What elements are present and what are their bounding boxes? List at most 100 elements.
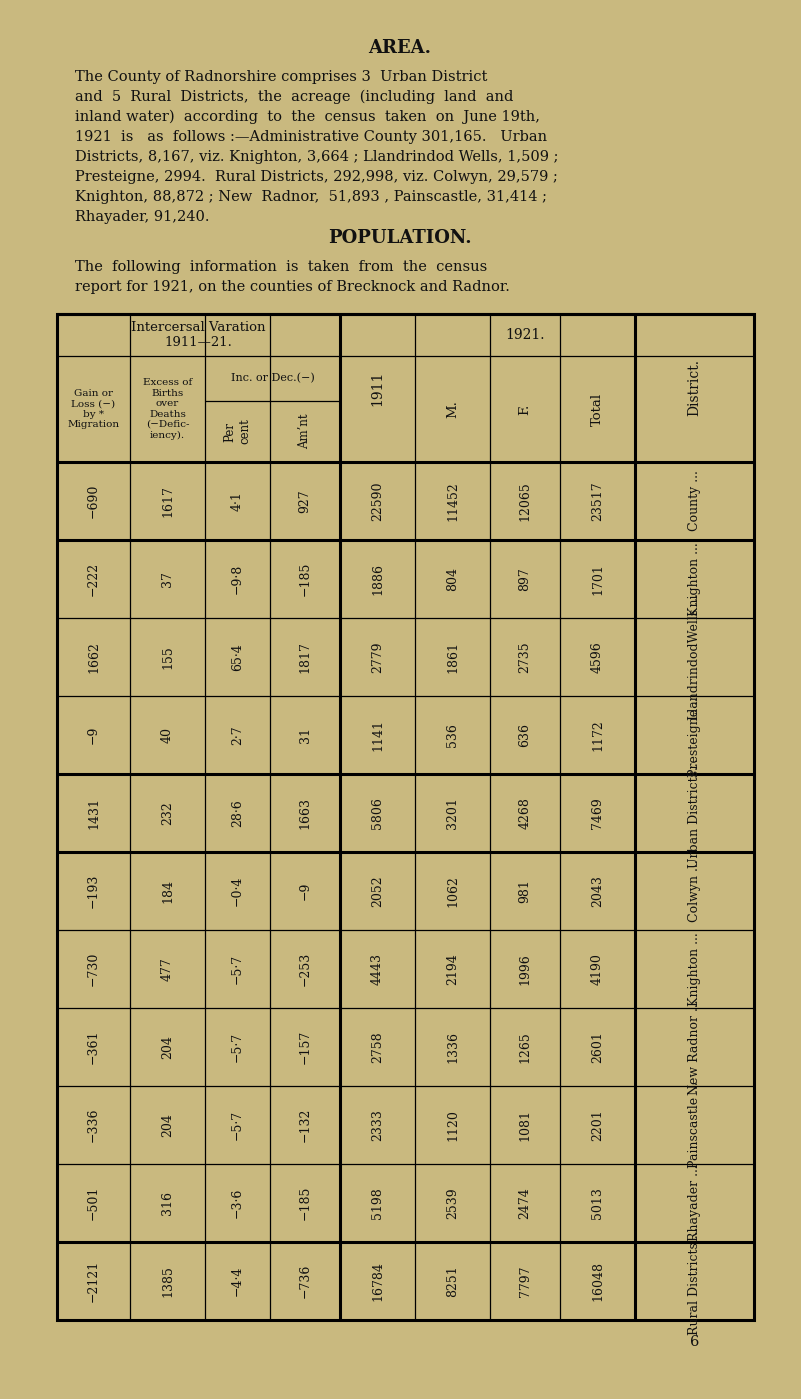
Text: 16784: 16784 [371,1260,384,1301]
Text: 1817: 1817 [299,641,312,673]
Text: 2333: 2333 [371,1109,384,1142]
Text: 2601: 2601 [591,1031,604,1063]
Text: 1172: 1172 [591,719,604,751]
Text: Urban Districts...: Urban Districts... [688,758,701,867]
Text: 4190: 4190 [591,953,604,985]
Text: 8251: 8251 [446,1265,459,1297]
Text: 5198: 5198 [371,1188,384,1219]
Text: 1431: 1431 [87,797,100,830]
Text: and  5  Rural  Districts,  the  acreage  (including  land  and: and 5 Rural Districts, the acreage (incl… [75,90,513,105]
Text: Knighton ...: Knighton ... [688,932,701,1006]
Text: 5806: 5806 [371,797,384,830]
Text: 22590: 22590 [371,481,384,520]
Text: AREA.: AREA. [368,39,432,57]
Text: −222: −222 [87,562,100,596]
Text: 4268: 4268 [518,797,532,830]
Text: −2121: −2121 [87,1260,100,1302]
Text: 1996: 1996 [518,953,532,985]
Text: 1120: 1120 [446,1109,459,1142]
Text: 2·7: 2·7 [231,725,244,744]
Text: −9: −9 [87,726,100,744]
Text: 1081: 1081 [518,1109,532,1142]
Text: −730: −730 [87,951,100,986]
Text: −9·8: −9·8 [231,564,244,595]
Text: Districts, 8,167, viz. Knighton, 3,664 ; Llandrindod Wells, 1,509 ;: Districts, 8,167, viz. Knighton, 3,664 ;… [75,150,558,164]
Text: District.: District. [687,360,702,417]
Text: −5·7: −5·7 [231,1032,244,1062]
Text: 1921.: 1921. [505,327,545,341]
Text: 4·1: 4·1 [231,491,244,511]
Text: 1911: 1911 [371,371,384,406]
Text: −4·4: −4·4 [231,1266,244,1297]
Text: Colwyn ...: Colwyn ... [688,860,701,922]
Text: The County of Radnorshire comprises 3  Urban District: The County of Radnorshire comprises 3 Ur… [75,70,487,84]
Text: Rhayader, 91,240.: Rhayader, 91,240. [75,210,210,224]
Text: M.: M. [446,400,459,418]
Text: 927: 927 [299,490,312,513]
Text: 204: 204 [161,1114,174,1137]
Text: 28·6: 28·6 [231,799,244,827]
Text: −336: −336 [87,1108,100,1142]
Text: −3·6: −3·6 [231,1188,244,1219]
Text: 2194: 2194 [446,953,459,985]
Text: 1336: 1336 [446,1031,459,1063]
Text: inland water)  according  to  the  census  taken  on  June 19th,: inland water) according to the census ta… [75,111,540,125]
Text: 1265: 1265 [518,1031,532,1063]
Text: 636: 636 [518,723,532,747]
Text: 981: 981 [518,879,532,902]
Text: 2474: 2474 [518,1188,532,1219]
Text: F.: F. [518,403,532,414]
Text: 40: 40 [161,727,174,743]
Text: −690: −690 [87,484,100,518]
Text: Rhayader ...: Rhayader ... [688,1164,701,1241]
Text: −5·7: −5·7 [231,1109,244,1140]
Text: 11452: 11452 [446,481,459,520]
Text: 316: 316 [161,1191,174,1214]
Text: −193: −193 [87,874,100,908]
Text: 2779: 2779 [371,641,384,673]
Text: 204: 204 [161,1035,174,1059]
Text: 1385: 1385 [161,1265,174,1297]
Text: 65·4: 65·4 [231,644,244,672]
Text: Rural Districts ...: Rural Districts ... [688,1227,701,1335]
Text: 2735: 2735 [518,641,532,673]
Text: 2043: 2043 [591,874,604,907]
Text: 23517: 23517 [591,481,604,520]
Text: LlandrindodWells ...: LlandrindodWells ... [688,593,701,720]
Text: 1861: 1861 [446,641,459,673]
Text: 536: 536 [446,723,459,747]
Text: −5·7: −5·7 [231,954,244,983]
Text: −157: −157 [299,1030,312,1065]
Text: Intercersal Varation
1911—21.: Intercersal Varation 1911—21. [131,320,266,348]
Text: 31: 31 [299,727,312,743]
Text: POPULATION.: POPULATION. [328,229,472,248]
Text: −132: −132 [299,1108,312,1142]
Text: Presteigne, 2994.  Rural Districts, 292,998, viz. Colwyn, 29,579 ;: Presteigne, 2994. Rural Districts, 292,9… [75,171,557,185]
Text: 2758: 2758 [371,1031,384,1063]
Text: 1886: 1886 [371,562,384,595]
Text: Knighton ...: Knighton ... [688,543,701,616]
Text: −9: −9 [299,881,312,900]
Text: 1141: 1141 [371,719,384,751]
Text: −501: −501 [87,1186,100,1220]
Text: Per
cent: Per cent [223,418,252,445]
Text: 1663: 1663 [299,797,312,830]
Text: 7797: 7797 [518,1265,532,1297]
Text: Total: Total [591,393,604,425]
Text: 897: 897 [518,567,532,590]
Text: 155: 155 [161,645,174,669]
Text: −0·4: −0·4 [231,876,244,907]
Text: Am’nt: Am’nt [299,414,312,449]
Text: Inc. or Dec.(−): Inc. or Dec.(−) [231,374,314,383]
Text: 7469: 7469 [591,797,604,828]
Text: Knighton, 88,872 ; New  Radnor,  51,893 , Painscastle, 31,414 ;: Knighton, 88,872 ; New Radnor, 51,893 , … [75,190,547,204]
Text: 37: 37 [161,571,174,588]
Text: Excess of
Births
over
Deaths
(−Defic-
iency).: Excess of Births over Deaths (−Defic- ie… [143,378,192,439]
Text: 4443: 4443 [371,953,384,985]
Text: 1062: 1062 [446,874,459,907]
Text: 1701: 1701 [591,562,604,595]
Text: 1921  is   as  follows :—Administrative County 301,165.   Urban: 1921 is as follows :—Administrative Coun… [75,130,547,144]
Text: 1662: 1662 [87,641,100,673]
Bar [57,313,754,1321]
Text: report for 1921, on the counties of Brecknock and Radnor.: report for 1921, on the counties of Brec… [75,280,510,294]
